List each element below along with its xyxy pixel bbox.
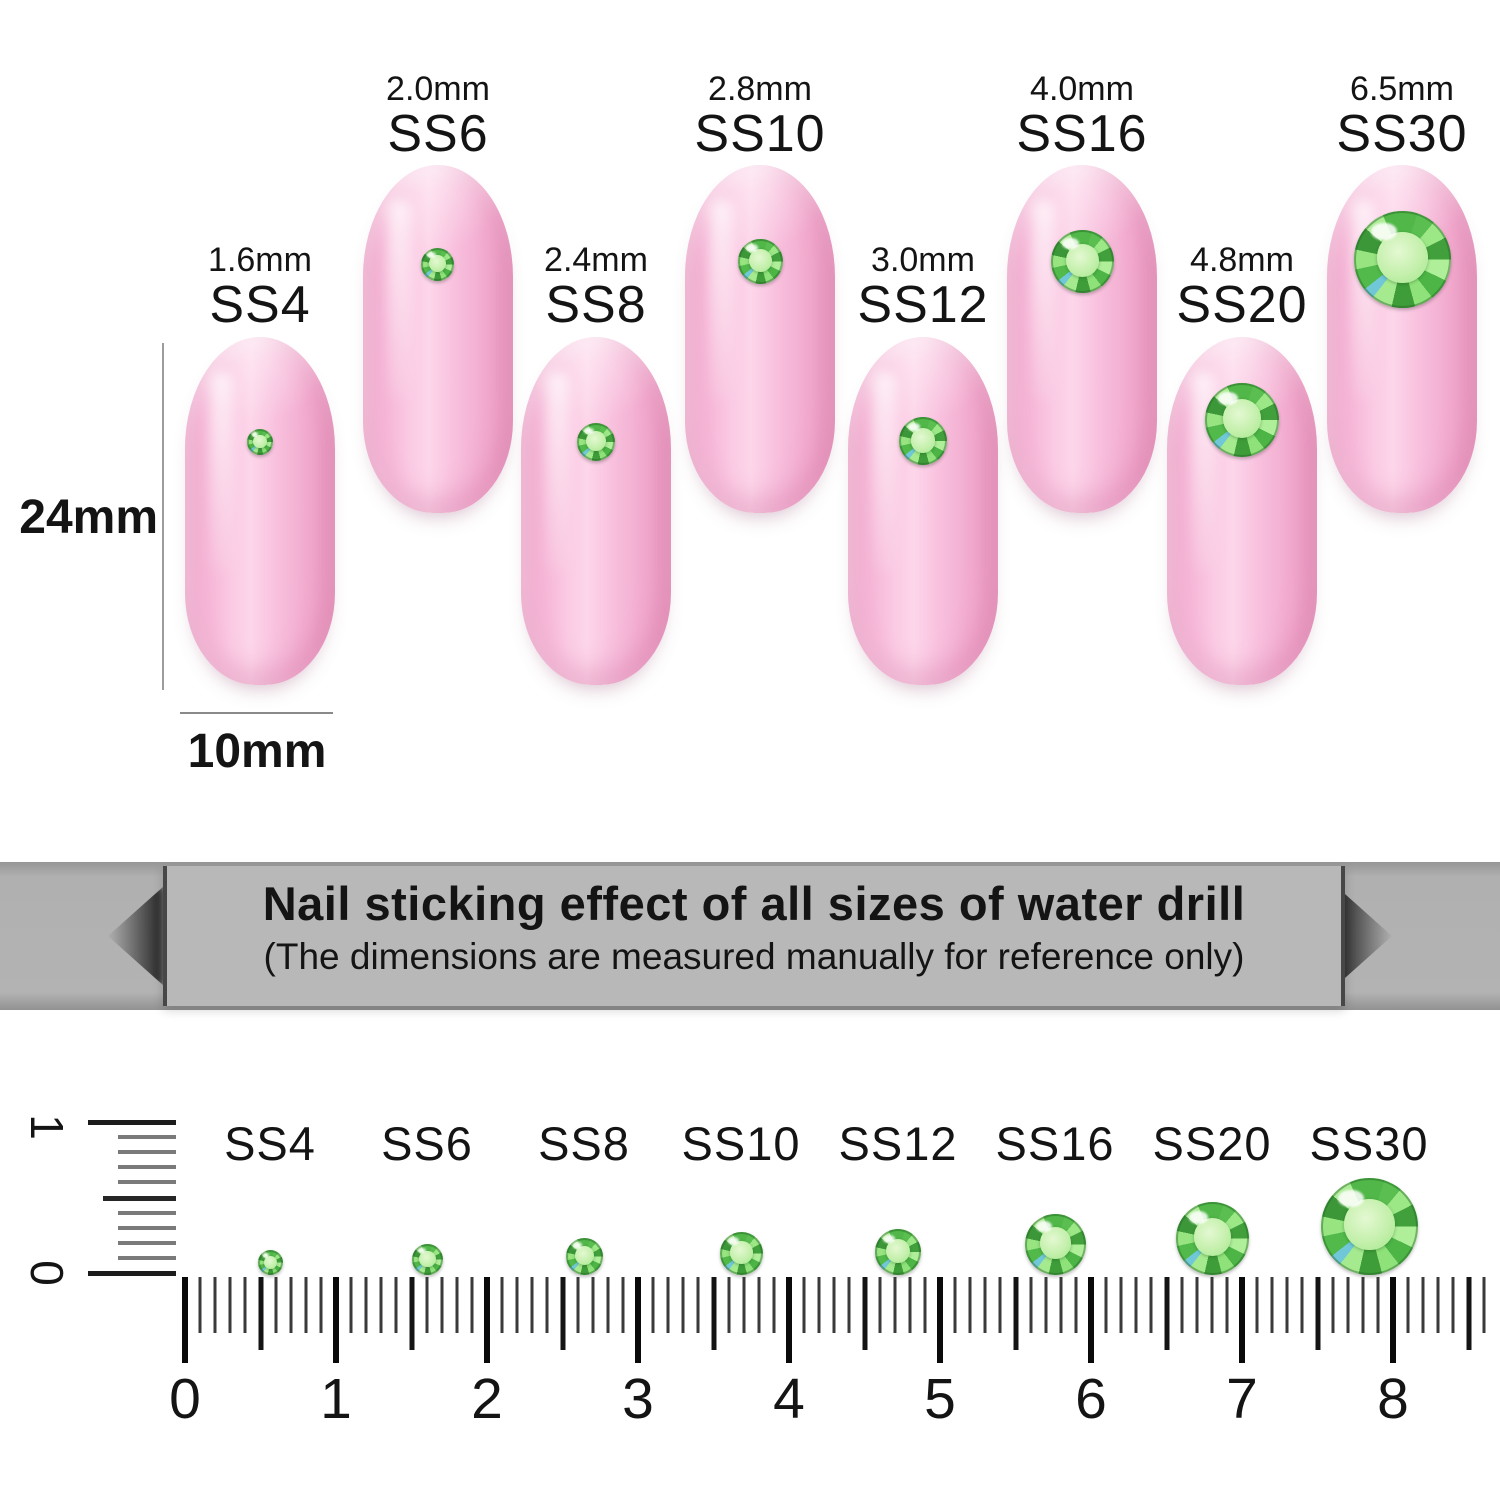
ruler-rhinestone <box>1176 1202 1249 1275</box>
nail <box>1007 165 1157 513</box>
width-dimension-line <box>180 712 333 714</box>
banner-fold-left-icon <box>108 886 164 986</box>
ruler-number: 4 <box>773 1367 805 1431</box>
size-mm-label: 4.8mm <box>1190 241 1294 279</box>
nail-size-label: 2.8mm SS10 <box>660 70 860 164</box>
size-ss-label: SS16 <box>1016 105 1148 164</box>
banner-panel: Nail sticking effect of all sizes of wat… <box>163 866 1345 1006</box>
nail-column-ss12: 3.0mm SS12 <box>823 0 1023 730</box>
ruler-rhinestone <box>875 1229 921 1275</box>
nail <box>685 165 835 513</box>
rhinestone <box>738 239 783 284</box>
ruler-rhinestone <box>720 1232 763 1275</box>
rhinestone <box>1051 230 1114 293</box>
nail <box>521 337 671 685</box>
nail-column-ss30: 6.5mm SS30 <box>1302 0 1500 730</box>
ruler-number: 7 <box>1226 1367 1258 1431</box>
ruler-rhinestone <box>1025 1214 1086 1275</box>
nail-size-label: 4.8mm SS20 <box>1142 241 1342 335</box>
nail-size-label: 2.4mm SS8 <box>496 241 696 335</box>
nail <box>363 165 513 513</box>
ruler-ss-label: SS10 <box>681 1117 801 1170</box>
ruler-number: 3 <box>622 1367 654 1431</box>
ruler-rhinestone <box>566 1238 603 1275</box>
nail-size-label: 3.0mm SS12 <box>823 241 1023 335</box>
nail <box>848 337 998 685</box>
nail-size-label: 4.0mm SS16 <box>982 70 1182 164</box>
size-mm-label: 6.5mm <box>1350 70 1454 108</box>
nail-column-ss20: 4.8mm SS20 <box>1142 0 1342 730</box>
mini-ruler-number-top: 1 <box>21 1114 73 1140</box>
ruler-rhinestone <box>258 1250 283 1275</box>
banner-ribbon: Nail sticking effect of all sizes of wat… <box>0 862 1500 1010</box>
nail-column-ss10: 2.8mm SS10 <box>660 0 860 730</box>
size-ss-label: SS20 <box>1176 276 1308 335</box>
ruler-rhinestone <box>1321 1178 1418 1275</box>
nail-column-ss6: 2.0mm SS6 <box>338 0 538 730</box>
nail <box>1327 165 1477 513</box>
rhinestone <box>1354 211 1451 308</box>
rhinestone <box>1205 383 1279 457</box>
nail-column-ss8: 2.4mm SS8 <box>496 0 696 730</box>
banner-subtitle: (The dimensions are measured manually fo… <box>263 936 1245 977</box>
ruler-number: 6 <box>1075 1367 1107 1431</box>
nail-column-ss4: 1.6mm SS4 <box>160 0 360 730</box>
rhinestone <box>899 417 947 465</box>
nail <box>1167 337 1317 685</box>
size-mm-label: 1.6mm <box>208 241 312 279</box>
nail-size-label: 2.0mm SS6 <box>338 70 538 164</box>
size-mm-label: 3.0mm <box>871 241 975 279</box>
ruler-number: 8 <box>1377 1367 1409 1431</box>
ruler-ss-label: SS6 <box>381 1117 473 1170</box>
ruler-number: 1 <box>320 1367 352 1431</box>
size-ss-label: SS6 <box>387 105 489 164</box>
ruler-ss-label: SS4 <box>224 1117 316 1170</box>
mini-ruler-ticks <box>88 1120 176 1280</box>
width-dimension-label: 10mm <box>187 725 327 778</box>
ruler-number: 0 <box>169 1367 201 1431</box>
nail-size-label: 6.5mm SS30 <box>1302 70 1500 164</box>
nail <box>185 337 335 685</box>
size-ss-label: SS10 <box>694 105 826 164</box>
rhinestone <box>421 248 454 281</box>
nail-size-label: 1.6mm SS4 <box>160 241 360 335</box>
ruler-rhinestone <box>412 1244 443 1275</box>
size-ss-label: SS8 <box>545 276 647 335</box>
size-ss-label: SS12 <box>857 276 989 335</box>
ruler-ss-label: SS20 <box>1152 1117 1272 1170</box>
height-dimension-line <box>162 343 164 690</box>
size-mm-label: 2.0mm <box>386 70 490 108</box>
ruler-ss-label: SS8 <box>538 1117 630 1170</box>
height-dimension-label: 24mm <box>19 491 158 544</box>
horizontal-ruler-ticks <box>0 1277 1500 1367</box>
size-ss-label: SS30 <box>1336 105 1468 164</box>
size-mm-label: 2.8mm <box>708 70 812 108</box>
ruler-number: 2 <box>471 1367 503 1431</box>
banner-title: Nail sticking effect of all sizes of wat… <box>262 877 1246 930</box>
size-ss-label: SS4 <box>209 276 311 335</box>
size-mm-label: 2.4mm <box>544 241 648 279</box>
ruler-ss-label: SS16 <box>995 1117 1115 1170</box>
nail-column-ss16: 4.0mm SS16 <box>982 0 1182 730</box>
size-mm-label: 4.0mm <box>1030 70 1134 108</box>
rhinestone <box>247 429 273 455</box>
rhinestone <box>577 423 615 461</box>
ruler-ss-label: SS30 <box>1309 1117 1429 1170</box>
ruler-ss-label: SS12 <box>838 1117 958 1170</box>
ruler-number: 5 <box>924 1367 956 1431</box>
